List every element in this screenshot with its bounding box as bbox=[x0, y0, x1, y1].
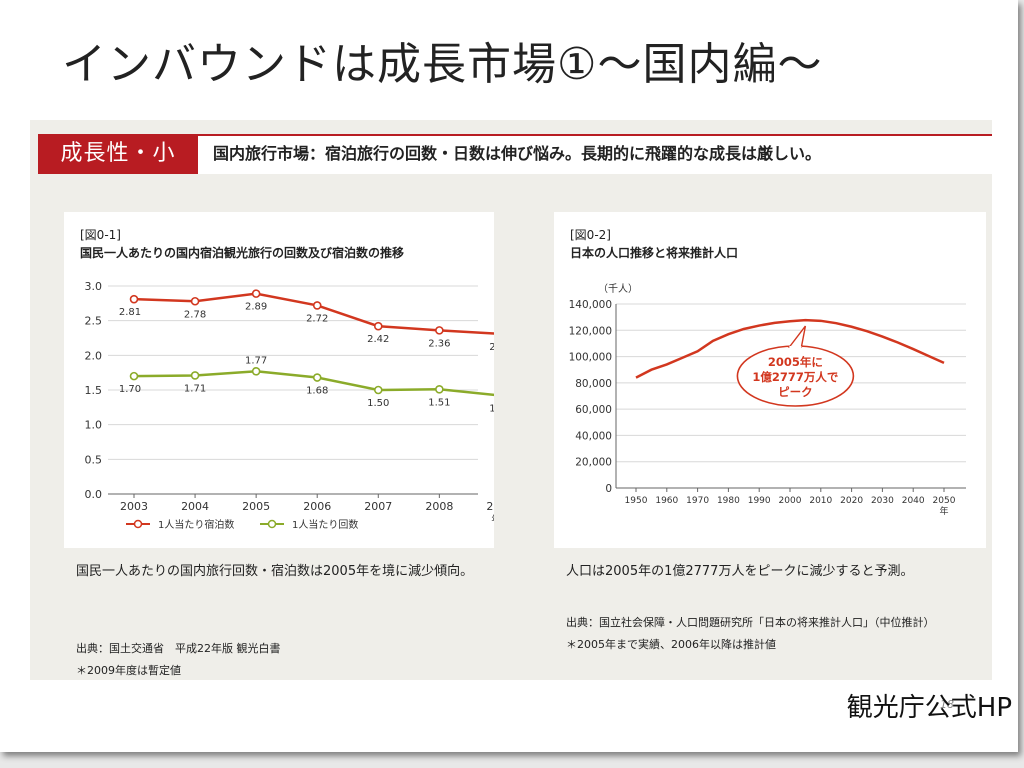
data-point bbox=[435, 326, 444, 335]
y-tick-label: 2.5 bbox=[85, 315, 103, 328]
population-line bbox=[635, 318, 945, 379]
left-footnote: ＊2009年度は暫定値 bbox=[76, 664, 181, 677]
data-label: 2.78 bbox=[184, 309, 206, 320]
right-description: 人口は2005年の1億2777万人をピークに減少すると予測。 bbox=[566, 564, 914, 579]
data-point bbox=[190, 296, 200, 306]
data-label: 2.89 bbox=[245, 302, 267, 313]
y-tick-label: 60,000 bbox=[575, 404, 612, 416]
x-tick-label: 1960 bbox=[655, 496, 678, 506]
data-label: 1.77 bbox=[245, 355, 267, 366]
x-tick-label: 2003 bbox=[120, 500, 148, 513]
x-tick-label: 2030 bbox=[871, 496, 894, 506]
x-tick-label: 2010 bbox=[809, 496, 832, 506]
fig-label-right: [図0-2] bbox=[570, 228, 611, 242]
data-point bbox=[312, 373, 322, 382]
annotation-line: 2005年に bbox=[768, 355, 823, 369]
x-tick-label: 2009 bbox=[486, 500, 494, 513]
right-footnote: ＊2005年まで実績、2006年以降は推計値 bbox=[566, 638, 776, 651]
x-tick-label: 2040 bbox=[902, 496, 925, 506]
panel-subtitle: 国内旅行市場：宿泊旅行の回数・日数は伸び悩み。長期的に飛躍的な成長は厳しい。 bbox=[213, 144, 822, 163]
y-tick-label: 3.0 bbox=[85, 280, 103, 293]
data-point bbox=[129, 371, 139, 381]
right-source: 出典：国立社会保障・人口問題研究所「日本の将来推計人口」（中位推計） bbox=[566, 616, 935, 629]
y-tick-label: 2.0 bbox=[85, 349, 103, 362]
trips-chart: 0.0 0.5 1.0 1.5 2.0 2.5 3.0 2003 2004 2005 2006 200… bbox=[85, 280, 494, 531]
data-label: 1.50 bbox=[367, 398, 389, 409]
y-tick-label: 120,000 bbox=[569, 325, 612, 337]
x-tick-label: 1990 bbox=[748, 496, 771, 506]
x-tick-label: 2006 bbox=[303, 500, 331, 513]
data-label: 1.70 bbox=[119, 384, 141, 395]
y-tick-label: 40,000 bbox=[575, 430, 612, 442]
annotation-pointer bbox=[787, 325, 807, 348]
data-point bbox=[373, 321, 383, 331]
y-tick-label: 80,000 bbox=[575, 378, 612, 390]
y-tick-label: 1.0 bbox=[85, 419, 103, 432]
content-panel: 成長性・小 国内旅行市場：宿泊旅行の回数・日数は伸び悩み。長期的に飛躍的な成長は… bbox=[30, 120, 992, 680]
x-tick-label: 1950 bbox=[625, 496, 648, 506]
x-tick-label: 2000 bbox=[779, 496, 802, 506]
data-point bbox=[373, 385, 383, 395]
data-point bbox=[435, 385, 444, 394]
data-point bbox=[312, 301, 322, 310]
x-tick-label: 2050 bbox=[933, 496, 956, 506]
x-tick-label: 2005 bbox=[242, 500, 270, 513]
data-label: 2.42 bbox=[367, 334, 389, 345]
slide: インバウンドは成長市場①～国内編～ 成長性・小 国内旅行市場：宿泊旅行の回数・日… bbox=[0, 0, 1018, 752]
data-point bbox=[251, 366, 261, 376]
legend-label: 1人当たり宿泊数 bbox=[158, 518, 234, 531]
data-label: 2.31 bbox=[489, 342, 494, 353]
x-tick-label: 2007 bbox=[364, 500, 392, 513]
x-unit-label: 年度 bbox=[491, 513, 494, 525]
x-tick-label: 1970 bbox=[686, 496, 709, 506]
y-tick-label: 20,000 bbox=[575, 457, 612, 469]
y-tick-label: 100,000 bbox=[569, 352, 612, 364]
x-tick-label: 2020 bbox=[840, 496, 863, 506]
tourism-agency-link[interactable]: 観光庁公式HP bbox=[846, 693, 1012, 723]
panel-header: 成長性・小 国内旅行市場：宿泊旅行の回数・日数は伸び悩み。長期的に飛躍的な成長は… bbox=[38, 134, 992, 174]
fig-label-left: [図0-1] bbox=[80, 228, 121, 242]
x-tick-label: 2008 bbox=[425, 500, 453, 513]
data-label: 1.68 bbox=[306, 386, 328, 397]
y-axis-unit: （千人） bbox=[598, 283, 638, 295]
y-tick-label: 0 bbox=[605, 483, 612, 495]
header-rule bbox=[198, 134, 992, 136]
x-tick-label: 2004 bbox=[181, 500, 209, 513]
fig-title-right: 日本の人口推移と将来推計人口 bbox=[570, 246, 739, 260]
slide-title: インバウンドは成長市場①～国内編～ bbox=[62, 39, 823, 90]
population-chart: （千人） 0 20,000 40,000 60,000 80,000 100,000 120,… bbox=[569, 283, 966, 517]
legend-marker bbox=[267, 519, 277, 529]
y-tick-label: 0.5 bbox=[85, 453, 103, 466]
data-label: 2.72 bbox=[306, 313, 328, 324]
legend-label: 1人当たり回数 bbox=[292, 518, 358, 531]
data-label: 1.71 bbox=[184, 383, 206, 394]
left-source: 出典：国土交通省 平成22年版 観光白書 bbox=[76, 642, 281, 655]
page-number: 18 bbox=[940, 698, 954, 711]
y-tick-label: 0.0 bbox=[85, 488, 103, 501]
growth-badge: 成長性・小 bbox=[38, 134, 198, 174]
data-label: 2.36 bbox=[428, 338, 450, 349]
left-description: 国民一人あたりの国内旅行回数・宿泊数は2005年を境に減少傾向。 bbox=[76, 564, 474, 579]
data-label: 2.81 bbox=[119, 307, 141, 318]
y-tick-label: 140,000 bbox=[569, 299, 612, 311]
x-tick-label: 1980 bbox=[717, 496, 740, 506]
data-label: 1.42 bbox=[489, 404, 494, 415]
data-point bbox=[129, 294, 139, 304]
annotation-pointer-mask bbox=[789, 346, 802, 349]
chart-card-population: （千人） 0 20,000 40,000 60,000 80,000 100,000 120,… bbox=[554, 212, 986, 548]
annotation-line: ピーク bbox=[778, 385, 813, 399]
annotation-line: 1億2777万人で bbox=[752, 370, 838, 384]
y-tick-label: 1.5 bbox=[85, 384, 103, 397]
x-unit-label: 年 bbox=[939, 505, 948, 517]
data-label: 1.51 bbox=[428, 397, 450, 408]
chart-card-trips: 0.0 0.5 1.0 1.5 2.0 2.5 3.0 2003 2004 2005 2006 200… bbox=[64, 212, 494, 548]
data-point bbox=[190, 371, 200, 380]
legend-marker bbox=[133, 519, 143, 529]
data-point bbox=[251, 289, 261, 298]
fig-title-left: 国民一人あたりの国内宿泊観光旅行の回数及び宿泊数の推移 bbox=[80, 246, 405, 260]
